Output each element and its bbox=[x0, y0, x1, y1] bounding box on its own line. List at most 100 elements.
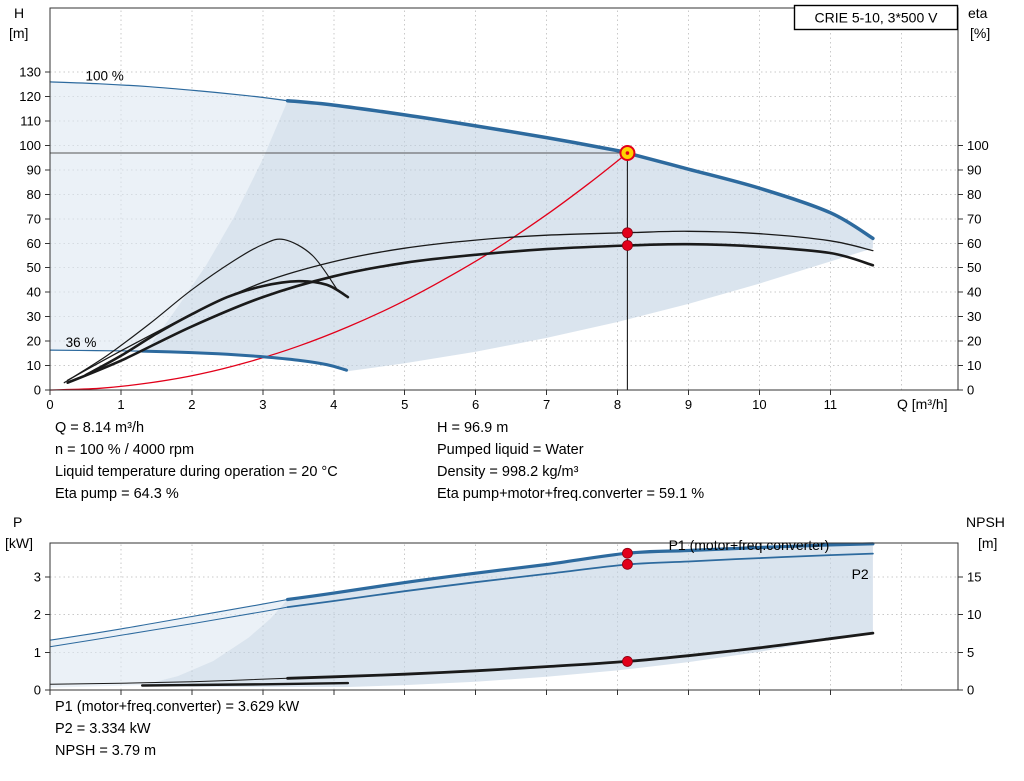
info-npsh: NPSH = 3.79 m bbox=[55, 743, 157, 759]
tick-label: 100 bbox=[19, 138, 41, 153]
tick-label: 10 bbox=[967, 358, 981, 373]
eta-curve-reduced-speed-pump bbox=[63, 238, 338, 384]
npsh-curve-36pct bbox=[141, 681, 350, 687]
info-speed: n = 100 % / 4000 rpm bbox=[55, 442, 195, 458]
pw-y-left-axis-unit: [kW] bbox=[5, 535, 33, 551]
tick-label: 120 bbox=[19, 89, 41, 104]
tick-label: 20 bbox=[967, 334, 981, 349]
qh-plot-frame bbox=[49, 7, 959, 391]
tick-label: 5 bbox=[967, 645, 974, 660]
pw-y-right-axis-unit: [m] bbox=[978, 535, 997, 551]
operating-envelope bbox=[145, 100, 873, 372]
tick-label: 130 bbox=[19, 65, 41, 80]
tick-label: 9 bbox=[685, 397, 692, 412]
tick-label: 10 bbox=[27, 358, 41, 373]
pw-y-left-axis-title: P bbox=[13, 514, 22, 530]
tick-label: 7 bbox=[543, 397, 550, 412]
duty-info-block-left: Q = 8.14 m³/h n = 100 % / 4000 rpm Liqui… bbox=[55, 417, 338, 505]
tick-label: 11 bbox=[824, 397, 838, 412]
p2-curve-outside bbox=[49, 606, 289, 648]
p2-curve bbox=[286, 552, 874, 608]
qh-y-right-axis-unit: [%] bbox=[970, 25, 990, 41]
tick-label: 2 bbox=[188, 397, 195, 412]
eta-total-dot bbox=[622, 240, 633, 251]
tick-label: 90 bbox=[27, 162, 41, 177]
tick-label: 20 bbox=[27, 334, 41, 349]
eta-curve-total bbox=[66, 242, 875, 384]
tick-label: 0 bbox=[34, 383, 41, 398]
tick-label: 40 bbox=[967, 285, 981, 300]
tick-label: 50 bbox=[27, 260, 41, 275]
control-curve-red bbox=[49, 152, 629, 391]
tick-label: 30 bbox=[967, 309, 981, 324]
tick-label: 50 bbox=[967, 260, 981, 275]
pump-model-box bbox=[793, 4, 959, 31]
duty-info-block-right: H = 96.9 m Pumped liquid = Water Density… bbox=[437, 417, 704, 505]
tick-label: 15 bbox=[967, 569, 981, 584]
tick-label: 0 bbox=[34, 683, 41, 698]
pw-plot-frame bbox=[49, 542, 959, 691]
tick-label: 30 bbox=[27, 309, 41, 324]
tick-label: 8 bbox=[614, 397, 621, 412]
p1-curve-outside bbox=[49, 598, 289, 641]
info-eta-total: Eta pump+motor+freq.converter = 59.1 % bbox=[437, 486, 705, 502]
qh-y-left-axis-title: H bbox=[14, 5, 24, 21]
tick-label: 5 bbox=[401, 397, 408, 412]
info-flow: Q = 8.14 m³/h bbox=[55, 420, 145, 436]
head-curve-100pct bbox=[285, 98, 875, 241]
tick-label: 110 bbox=[20, 113, 41, 128]
info-temperature: Liquid temperature during operation = 20… bbox=[55, 464, 338, 480]
operating-envelope-light bbox=[50, 81, 288, 351]
tick-label: 60 bbox=[967, 236, 981, 251]
tick-label: 100 bbox=[967, 138, 989, 153]
tick-label: 3 bbox=[259, 397, 266, 412]
tick-label: 60 bbox=[27, 236, 41, 251]
tick-label: 0 bbox=[46, 397, 53, 412]
tick-label: 3 bbox=[34, 569, 41, 584]
tick-label: 80 bbox=[967, 187, 981, 202]
info-p2: P2 = 3.334 kW bbox=[55, 721, 151, 737]
info-head: H = 96.9 m bbox=[437, 420, 509, 436]
info-p1: P1 (motor+freq.converter) = 3.629 kW bbox=[55, 699, 300, 715]
tick-label: 4 bbox=[330, 397, 337, 412]
npsh-curve-outside bbox=[49, 677, 289, 685]
tick-label: 0 bbox=[967, 683, 974, 698]
speed-100-label: 100 % bbox=[86, 69, 124, 84]
tick-label: 6 bbox=[472, 397, 479, 412]
head-curve-100pct-outside bbox=[49, 81, 289, 102]
tick-label: 80 bbox=[27, 187, 41, 202]
tick-label: 1 bbox=[34, 645, 41, 660]
tick-label: 70 bbox=[27, 211, 41, 226]
p2-curve-label: P2 bbox=[852, 566, 869, 582]
tick-label: 10 bbox=[752, 397, 766, 412]
npsh-dot bbox=[622, 656, 633, 667]
pump-model-label: CRIE 5-10, 3*500 V bbox=[815, 10, 939, 26]
qh-y-left-axis-unit: [m] bbox=[9, 25, 28, 41]
head-curve-36pct bbox=[140, 349, 348, 372]
power-envelope bbox=[142, 543, 873, 687]
p1-curve-label: P1 (motor+freq.converter) bbox=[669, 537, 830, 553]
qh-y-right-axis-title: eta bbox=[968, 5, 988, 21]
qh-x-axis-title: Q [m³/h] bbox=[897, 396, 948, 412]
info-liquid: Pumped liquid = Water bbox=[437, 442, 584, 458]
duty-point-center bbox=[625, 151, 630, 155]
tick-label: 90 bbox=[967, 162, 981, 177]
p2-dot bbox=[622, 558, 633, 570]
tick-label: 2 bbox=[34, 607, 41, 622]
p1-dot bbox=[622, 547, 633, 559]
power-info-block: P1 (motor+freq.converter) = 3.629 kW P2 … bbox=[55, 696, 299, 762]
info-eta-pump: Eta pump = 64.3 % bbox=[55, 486, 179, 502]
info-density: Density = 998.2 kg/m³ bbox=[437, 464, 579, 480]
tick-label: 0 bbox=[967, 383, 974, 398]
eta-pump-dot bbox=[622, 227, 633, 239]
speed-36-label: 36 % bbox=[66, 335, 97, 350]
eta-curve-pump bbox=[67, 230, 874, 381]
head-curve-36pct-outside bbox=[49, 349, 143, 352]
tick-label: 70 bbox=[967, 211, 981, 226]
tick-label: 40 bbox=[27, 285, 41, 300]
tick-label: 1 bbox=[117, 397, 124, 412]
p1-curve bbox=[286, 542, 875, 602]
power-envelope-light bbox=[50, 599, 288, 688]
